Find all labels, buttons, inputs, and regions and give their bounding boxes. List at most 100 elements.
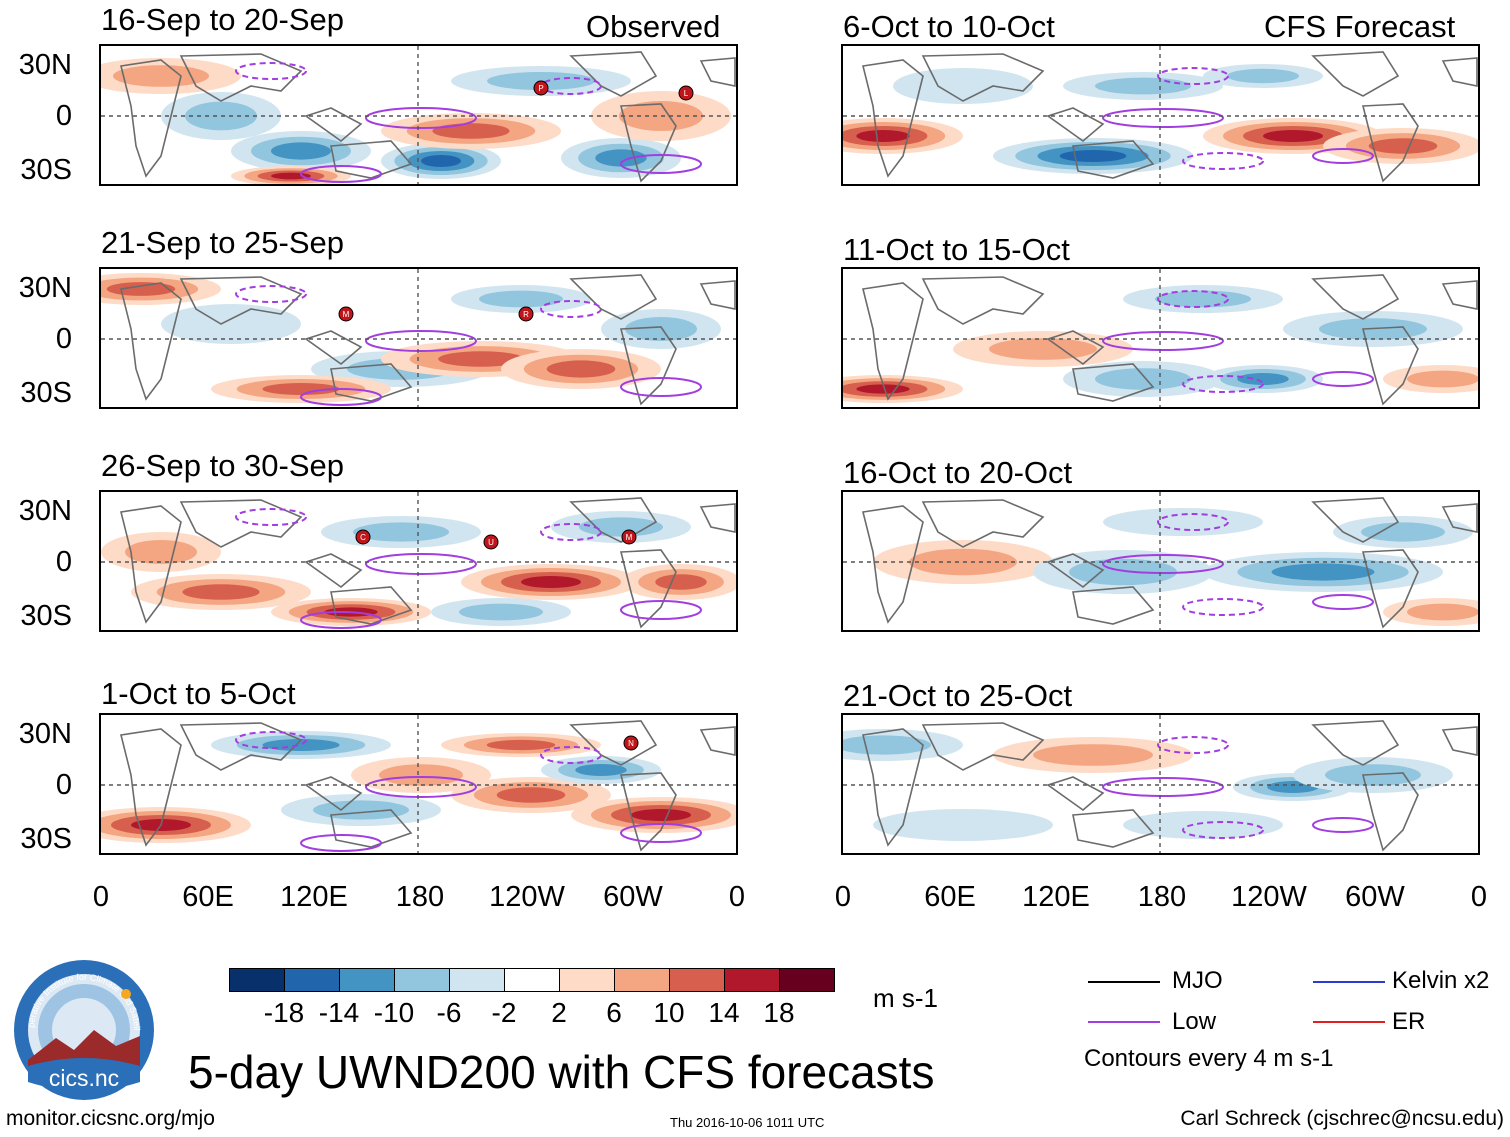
- easterly-anomaly-blob: [1237, 373, 1289, 385]
- low-contour: [365, 330, 477, 352]
- low-contour: [1102, 331, 1224, 351]
- coastline: [1441, 503, 1478, 533]
- legend-label-low: Low: [1172, 1008, 1217, 1035]
- coastline: [1441, 57, 1478, 87]
- svg-text:P: P: [538, 84, 543, 93]
- legend-label-kelvin: Kelvin x2: [1392, 967, 1490, 994]
- legend-line-mjo: [1088, 981, 1160, 983]
- lat-label-30s: 30S: [20, 823, 72, 855]
- coastline: [862, 59, 924, 178]
- svg-text:M: M: [343, 310, 350, 319]
- westerly-anomaly-blob: [379, 764, 463, 786]
- svg-text:C: C: [360, 533, 366, 542]
- easterly-anomaly-blob: [1155, 290, 1251, 308]
- lon-label: 180: [395, 881, 445, 913]
- lon-label: 60W: [603, 881, 663, 913]
- coastline: [120, 728, 182, 847]
- tropical-cyclone-marker: N: [623, 735, 639, 751]
- uwnd-anomaly-map: PL: [101, 46, 736, 184]
- lat-label-30s: 30S: [20, 154, 72, 186]
- lat-label-30n: 30N: [18, 718, 72, 750]
- colorbar-swatch: [669, 968, 725, 992]
- lat-label-eq: 0: [55, 769, 72, 801]
- low-contour: [1157, 513, 1229, 531]
- westerly-anomaly-blob: [546, 360, 616, 378]
- uwnd-anomaly-map: CUM: [101, 492, 736, 630]
- coastline: [921, 53, 1045, 102]
- map-forecast-1: [841, 44, 1480, 186]
- low-contour: [1182, 375, 1264, 393]
- legend-line-kelvin: [1313, 981, 1385, 983]
- colorbar-label: 14: [708, 997, 740, 1028]
- colorbar-label: 2: [551, 997, 567, 1028]
- coastline: [1441, 726, 1478, 756]
- colorbar-swatch: [724, 968, 780, 992]
- low-contour: [1157, 290, 1229, 308]
- low-contour: [620, 154, 702, 174]
- coastline: [179, 276, 303, 325]
- colorbar-label: 10: [653, 997, 685, 1028]
- colorbar-units: m s-1: [873, 983, 938, 1013]
- lat-label-30s: 30S: [20, 377, 72, 409]
- lon-label: 180: [1137, 881, 1187, 913]
- coastline: [699, 503, 736, 533]
- map-forecast-4: [841, 713, 1480, 855]
- low-contour: [1157, 67, 1229, 85]
- forecast-label: CFS Forecast: [1264, 9, 1456, 44]
- lat-label-30n: 30N: [18, 272, 72, 304]
- low-contour: [1102, 777, 1224, 797]
- coastline: [1311, 497, 1400, 543]
- lon-label: 120E: [280, 881, 348, 913]
- easterly-anomaly-blob: [353, 522, 449, 542]
- westerly-anomaly-blob: [1407, 603, 1478, 621]
- colorbar-label: 6: [606, 997, 622, 1028]
- lat-label-eq: 0: [55, 323, 72, 355]
- easterly-anomaly-blob: [873, 809, 1053, 841]
- easterly-anomaly-blob: [1059, 150, 1127, 162]
- westerly-anomaly-blob: [486, 739, 556, 751]
- lat-label-30s: 30S: [20, 600, 72, 632]
- observed-label: Observed: [586, 9, 721, 44]
- coastline: [120, 59, 182, 178]
- legend-label-mjo: MJO: [1172, 967, 1223, 994]
- footer-author: Carl Schreck (cjschrec@ncsu.edu): [1180, 1107, 1504, 1130]
- panel-title-fcst-1: 6-Oct to 10-Oct: [843, 9, 1055, 44]
- panel-title-fcst-3: 16-Oct to 20-Oct: [843, 455, 1073, 490]
- westerly-anomaly-blob: [113, 65, 209, 87]
- footer-url[interactable]: monitor.cicsnc.org/mjo: [6, 1107, 215, 1130]
- westerly-anomaly-blob: [106, 282, 176, 296]
- low-contour: [620, 600, 702, 620]
- easterly-anomaly-blob: [579, 517, 663, 537]
- uwnd-anomaly-map: N: [101, 715, 736, 853]
- colorbar-label: -2: [491, 997, 517, 1028]
- low-contour: [1312, 371, 1374, 387]
- colorbar-swatch: [339, 968, 395, 992]
- svg-text:U: U: [488, 538, 494, 547]
- coastline: [304, 107, 363, 143]
- easterly-anomaly-blob: [1227, 68, 1299, 84]
- map-forecast-3: [841, 490, 1480, 632]
- colorbar-swatch: [559, 968, 615, 992]
- coastline: [1311, 720, 1400, 766]
- easterly-anomaly-blob: [1271, 563, 1375, 581]
- colorbar-label: -14: [318, 997, 360, 1028]
- low-contour: [1312, 817, 1374, 833]
- low-contour: [1312, 594, 1374, 610]
- colorbar-swatch: [779, 968, 835, 992]
- coastline: [1361, 103, 1419, 183]
- easterly-anomaly-blob: [1123, 811, 1283, 839]
- cics-logo: Cooperative Institute for Climate and Sa…: [9, 950, 156, 1102]
- westerly-anomaly-blob: [1033, 744, 1153, 766]
- low-contour: [235, 508, 307, 526]
- coastline: [862, 282, 924, 401]
- westerly-anomaly-blob: [1407, 370, 1478, 388]
- easterly-anomaly-blob: [625, 317, 697, 341]
- easterly-anomaly-blob: [459, 603, 543, 621]
- colorbar-label: -6: [436, 997, 462, 1028]
- tropical-cyclone-marker: R: [518, 306, 534, 322]
- colorbar-swatch: [394, 968, 450, 992]
- low-contour: [1182, 152, 1264, 170]
- panel-title-fcst-2: 11-Oct to 15-Oct: [843, 232, 1070, 267]
- coastline: [619, 103, 677, 183]
